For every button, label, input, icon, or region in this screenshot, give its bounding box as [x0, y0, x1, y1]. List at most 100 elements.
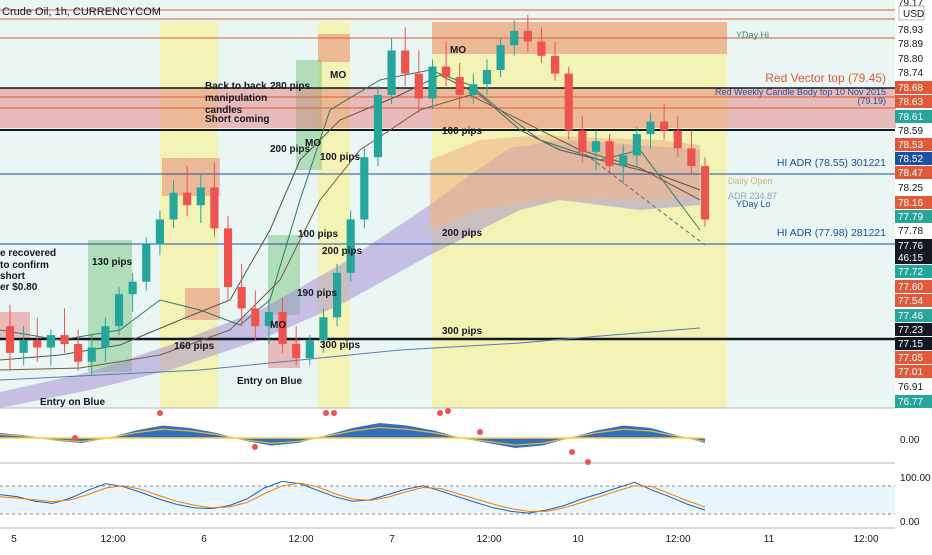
stoch-k — [0, 480, 706, 514]
moving-average-line — [0, 74, 701, 361]
candle-body — [169, 192, 178, 220]
level-label: Red Weekly Candle Body top 10 Nov 2015 — [715, 87, 886, 97]
trend-line — [579, 149, 706, 246]
price-label: 77.60 — [898, 282, 923, 293]
level-label: HI ADR (78.55) 301221 — [777, 157, 886, 169]
time-tick: 12:00 — [100, 534, 125, 545]
signal-dot — [323, 410, 329, 416]
annotation-label: 280 pips — [270, 81, 310, 92]
red-zone — [185, 288, 220, 320]
time-tick: 12:00 — [476, 534, 501, 545]
candle-body — [360, 157, 369, 220]
annotation-label: Entry on Blue — [237, 376, 302, 387]
price-badge — [895, 294, 932, 307]
candle-body — [551, 55, 560, 74]
candle-body — [591, 141, 601, 152]
candle-body — [305, 340, 314, 359]
candle-body — [373, 94, 383, 158]
candle-body — [455, 77, 464, 95]
symbol-title: Crude Oil, 1h, CURRENCYCOM — [2, 6, 161, 18]
candle-body — [142, 244, 151, 282]
signal-dot — [437, 410, 443, 416]
annotation-label: Entry on Blue — [40, 397, 105, 408]
price-badge — [895, 365, 932, 378]
candle-body — [564, 73, 573, 131]
candle-body — [332, 272, 342, 318]
price-badge — [895, 309, 932, 322]
price-badge — [895, 351, 932, 364]
candle-body — [482, 70, 492, 85]
candle-body — [292, 343, 301, 359]
annotation-label: Short coming — [205, 114, 269, 125]
price-label: 77.01 — [898, 367, 923, 378]
annotation-label: 100 pips — [298, 229, 338, 240]
price-label: 78.16 — [898, 198, 923, 209]
session-band — [432, 22, 727, 408]
price-label: 78.25 — [898, 183, 923, 194]
candle-body — [237, 287, 246, 309]
chart-header: Crude Oil, 1h, CURRENCYCOM — [2, 6, 161, 18]
price-label: 76.77 — [898, 397, 923, 408]
annotation-label: 300 pips — [320, 340, 360, 351]
level-label: ADR 234.87 — [728, 191, 777, 201]
candle-body — [537, 41, 546, 56]
annotation-label: er $0.80 — [0, 282, 38, 293]
price-label: 46:15 — [898, 253, 923, 264]
annotation-label: 200 pips — [442, 228, 482, 239]
price-badge — [895, 337, 932, 350]
annotation-label: MO — [330, 70, 346, 81]
time-tick: 7 — [389, 534, 395, 545]
price-badge — [895, 323, 932, 336]
candle-body — [401, 50, 410, 74]
price-badge — [895, 265, 932, 278]
time-tick: 12:00 — [288, 534, 313, 545]
signal-dot — [585, 459, 591, 465]
candle-body — [469, 84, 478, 95]
price-label: 78.89 — [898, 39, 923, 50]
signal-dot — [569, 449, 575, 455]
candle-body — [19, 340, 28, 353]
annotation-label: 200 pips — [270, 144, 310, 155]
candle-body — [155, 219, 164, 245]
price-label: 76.91 — [898, 382, 923, 393]
candle-body — [496, 45, 505, 71]
signal-dot — [157, 410, 163, 416]
annotation-label: 200 pips — [322, 246, 362, 257]
annotation-label: 190 pips — [297, 288, 337, 299]
price-badge — [895, 196, 932, 209]
annotation-label: to confirm — [0, 260, 49, 271]
candle-body — [5, 326, 15, 353]
time-tick: 12:00 — [853, 534, 878, 545]
annotation-label: e recovered — [0, 248, 56, 259]
annotation-label: 100 pips — [320, 152, 360, 163]
price-badge — [895, 138, 932, 151]
candle-body — [223, 228, 233, 288]
candle-body — [33, 340, 42, 348]
candle-body — [346, 219, 355, 273]
level-label: Daily Open — [728, 176, 773, 186]
annotation-label: 130 pips — [92, 257, 132, 268]
price-badge — [895, 395, 932, 408]
annotation-label: candles — [205, 105, 243, 116]
candle-body — [646, 121, 655, 135]
candle-body — [414, 73, 423, 99]
price-label: 78.80 — [898, 54, 923, 65]
candle-body — [387, 50, 396, 95]
time-tick: 11 — [764, 534, 775, 545]
ema-cloud — [0, 140, 700, 408]
annotation-label: MO — [450, 45, 466, 56]
oscillator-signal — [0, 426, 706, 446]
red-zone — [318, 34, 350, 62]
price-badge — [895, 95, 932, 108]
annotation-label: Back to back — [205, 81, 267, 92]
signal-dot — [477, 429, 483, 435]
price-label: 78.59 — [898, 126, 923, 137]
candle-body — [523, 30, 532, 42]
candle-body — [605, 141, 614, 167]
candle-body — [74, 343, 83, 362]
candle-body — [210, 187, 219, 229]
price-badge — [895, 210, 932, 223]
annotation-label: 160 pips — [174, 341, 214, 352]
price-label: 77.46 — [898, 311, 923, 322]
